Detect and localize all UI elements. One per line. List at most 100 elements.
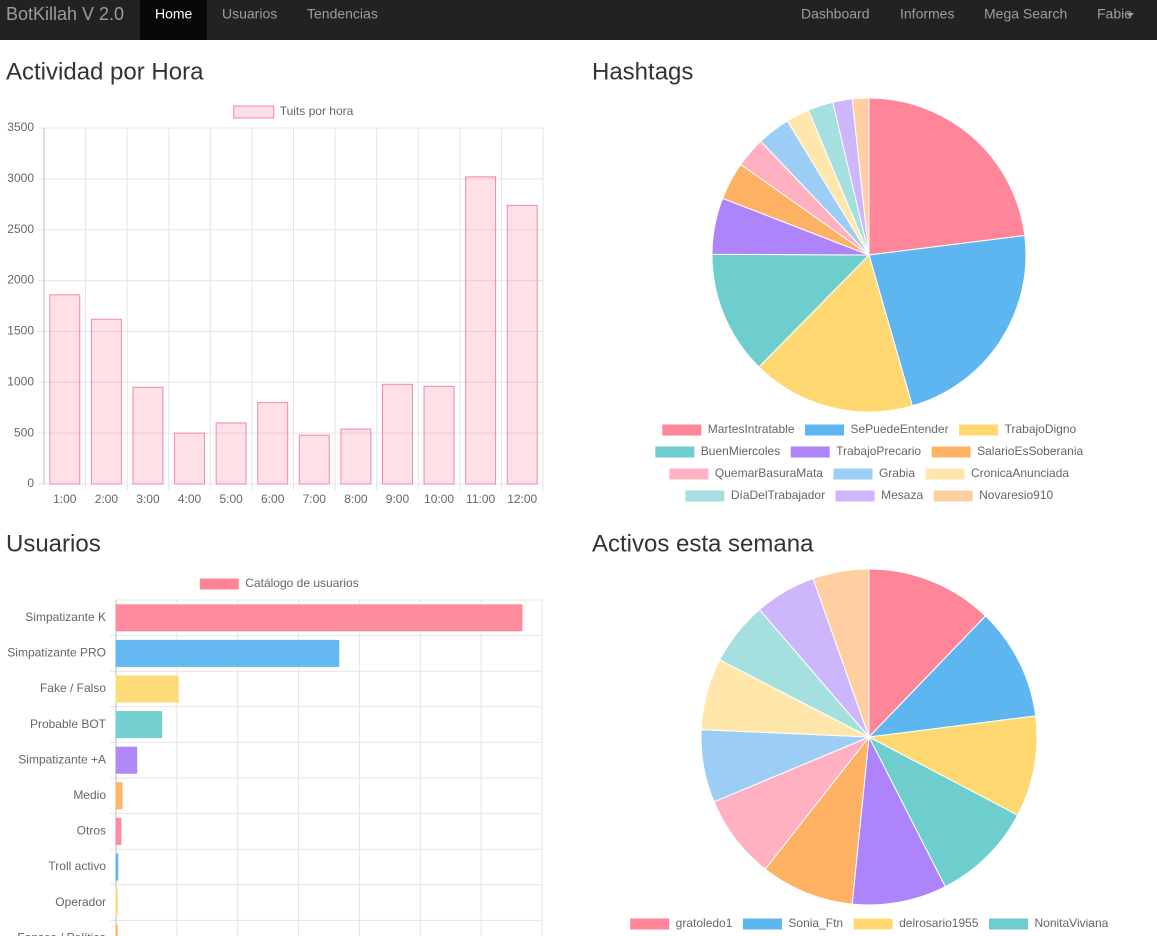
x-tick-label: 5:00 bbox=[219, 492, 243, 506]
x-tick-label: 12:00 bbox=[507, 492, 537, 506]
caret bbox=[1126, 13, 1134, 17]
nav-link[interactable]: Tendencias bbox=[307, 6, 378, 22]
bar bbox=[49, 294, 81, 485]
legend-swatch bbox=[834, 489, 876, 503]
legend-swatch bbox=[852, 917, 894, 931]
pie-slice bbox=[711, 253, 871, 368]
x-tick-label: 1:00 bbox=[53, 492, 77, 506]
pie-slice bbox=[764, 735, 870, 905]
legend-label: TrabajoPrecario bbox=[836, 444, 921, 458]
legend-label: Sonia_Ftn bbox=[788, 916, 843, 930]
x-tick-label: 7:00 bbox=[303, 492, 327, 506]
bar bbox=[381, 383, 413, 485]
bar bbox=[257, 402, 289, 485]
x-tick-label: 3:00 bbox=[136, 492, 160, 506]
legend-label: QuemarBasuraMata bbox=[715, 466, 823, 480]
pie-slice bbox=[868, 234, 1027, 407]
section-title: Activos esta semana bbox=[592, 530, 814, 557]
y-tick-label: 1000 bbox=[7, 374, 34, 388]
bar bbox=[115, 817, 122, 845]
bar bbox=[506, 204, 538, 485]
legend-swatch bbox=[654, 445, 696, 459]
y-tick-label: Simpatizante PRO bbox=[7, 646, 106, 660]
nav-link[interactable]: Fabio bbox=[1097, 6, 1132, 22]
legend-swatch bbox=[930, 445, 972, 459]
bar bbox=[423, 385, 455, 485]
bar bbox=[115, 604, 523, 632]
bar bbox=[298, 434, 330, 485]
legend-label: MartesIntratable bbox=[708, 422, 795, 436]
legend-label: Mesaza bbox=[881, 488, 923, 502]
x-tick-label: 9:00 bbox=[386, 492, 410, 506]
legend-label: TrabajoDigno bbox=[1005, 422, 1077, 436]
x-tick-label: 8:00 bbox=[344, 492, 368, 506]
pie-slice bbox=[812, 568, 870, 738]
x-tick-label: 4:00 bbox=[178, 492, 202, 506]
section-title: Usuarios bbox=[6, 530, 101, 557]
y-tick-label: Probable BOT bbox=[30, 717, 107, 731]
legend-swatch bbox=[661, 423, 703, 437]
legend-swatch bbox=[958, 423, 1000, 437]
pie-slice bbox=[851, 735, 946, 906]
y-tick-label: 500 bbox=[14, 425, 34, 439]
bar bbox=[115, 639, 340, 667]
y-tick-label: Troll activo bbox=[48, 859, 106, 873]
legend-label: delrosario1955 bbox=[899, 916, 979, 930]
y-tick-label: 1500 bbox=[7, 324, 34, 338]
y-tick-label: Fake / Falso bbox=[40, 681, 106, 695]
nav-link[interactable]: Dashboard bbox=[801, 6, 870, 22]
legend-label: gratoledo1 bbox=[676, 916, 733, 930]
bar bbox=[465, 176, 497, 485]
legend-label: SePuedeEntender bbox=[851, 422, 949, 436]
y-tick-label: Otros bbox=[77, 824, 106, 838]
pie-slice bbox=[867, 735, 1019, 888]
y-tick-label: 3500 bbox=[7, 120, 34, 134]
y-tick-label: Simpatizante +A bbox=[18, 752, 106, 766]
nav-link[interactable]: Usuarios bbox=[222, 6, 277, 22]
legend-swatch bbox=[233, 105, 275, 119]
legend-swatch bbox=[932, 489, 974, 503]
pie-slice bbox=[868, 97, 1026, 256]
legend-label: Tuits por hora bbox=[280, 104, 354, 118]
y-tick-label: 2500 bbox=[7, 222, 34, 236]
pie-slice bbox=[851, 97, 870, 256]
brand[interactable]: BotKillah V 2.0 bbox=[6, 4, 124, 24]
y-tick-label: Medio bbox=[73, 788, 106, 802]
legend-label: CronicaAnunciada bbox=[971, 466, 1069, 480]
section-title: Hashtags bbox=[592, 58, 693, 85]
bar bbox=[340, 428, 372, 485]
bar bbox=[174, 432, 206, 485]
pie-slice bbox=[758, 254, 913, 413]
x-tick-label: 10:00 bbox=[424, 492, 454, 506]
legend-swatch bbox=[684, 489, 726, 503]
pie-slice bbox=[867, 615, 1037, 738]
legend-label: Catálogo de usuarios bbox=[245, 576, 358, 590]
bar bbox=[132, 386, 164, 485]
legend-label: DíaDelTrabajador bbox=[731, 488, 825, 502]
bar bbox=[115, 782, 123, 810]
legend-swatch bbox=[629, 917, 671, 931]
legend-swatch bbox=[198, 577, 240, 591]
x-tick-label: 11:00 bbox=[466, 492, 495, 506]
nav-link[interactable]: Informes bbox=[900, 6, 954, 22]
legend-swatch bbox=[668, 467, 710, 481]
nav-active bbox=[140, 0, 207, 40]
bar bbox=[115, 746, 138, 774]
y-tick-label: 3000 bbox=[7, 171, 34, 185]
pie-slice bbox=[868, 568, 987, 739]
bar bbox=[115, 675, 179, 703]
legend-label: Grabia bbox=[879, 466, 915, 480]
y-tick-label: Simpatizante K bbox=[25, 610, 106, 624]
y-tick-label: 0 bbox=[27, 476, 34, 490]
nav-link[interactable]: Home bbox=[155, 6, 193, 22]
y-tick-label: 2000 bbox=[7, 273, 34, 287]
y-tick-label: Operador bbox=[55, 895, 106, 909]
legend-swatch bbox=[987, 917, 1029, 931]
nav-link[interactable]: Mega Search bbox=[984, 6, 1067, 22]
legend-label: NonitaViviana bbox=[1034, 916, 1108, 930]
legend-swatch bbox=[741, 917, 783, 931]
x-tick-label: 2:00 bbox=[95, 492, 119, 506]
bar bbox=[115, 889, 118, 917]
